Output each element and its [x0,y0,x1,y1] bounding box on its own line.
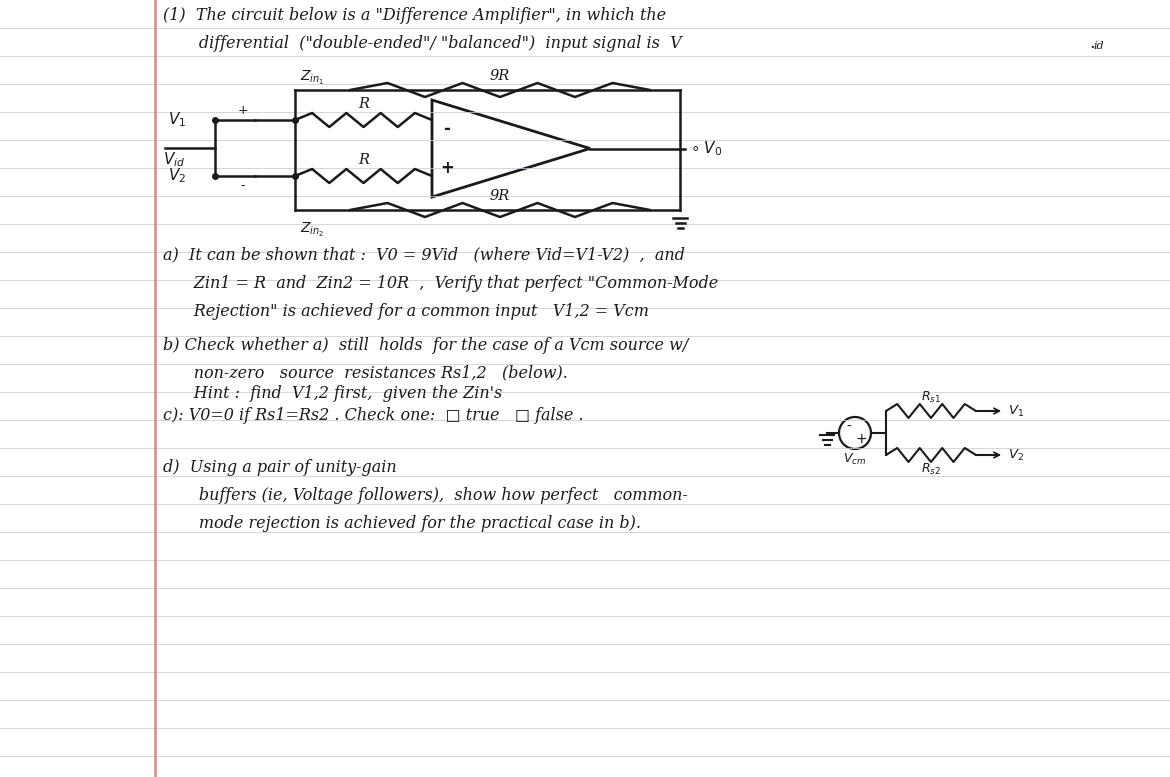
Text: -: - [241,179,246,193]
Text: $\circ\; V_0$: $\circ\; V_0$ [690,139,722,158]
Text: R: R [358,97,369,111]
Text: a)  It can be shown that :  V0 = 9Vid   (where Vid=V1-V2)  ,  and: a) It can be shown that : V0 = 9Vid (whe… [163,246,684,263]
Text: +: + [440,159,454,177]
Text: differential  ("double-ended"/ "balanced")  input signal is  V: differential ("double-ended"/ "balanced"… [163,34,682,51]
Text: id: id [1093,41,1103,51]
Text: non-zero   source  resistances Rs1,2   (below).: non-zero source resistances Rs1,2 (below… [163,364,567,382]
Text: $V_2$: $V_2$ [168,166,186,186]
Text: $Z_{in_1}$: $Z_{in_1}$ [300,69,324,87]
Text: +: + [238,103,248,117]
Text: $R_{s2}$: $R_{s2}$ [921,462,941,476]
Text: Rejection" is achieved for a common input   V1,2 = Vcm: Rejection" is achieved for a common inpu… [163,302,649,319]
Text: (1)  The circuit below is a "Difference Amplifier", in which the: (1) The circuit below is a "Difference A… [163,6,666,23]
Text: Hint :  find  V1,2 first,  given the Zin's: Hint : find V1,2 first, given the Zin's [163,385,502,402]
Text: c): V0=0 if Rs1=Rs2 . Check one:  □ true   □ false .: c): V0=0 if Rs1=Rs2 . Check one: □ true … [163,406,584,423]
Text: R: R [358,153,369,167]
Text: -: - [443,120,450,138]
Text: b) Check whether a)  still  holds  for the case of a Vcm source w/: b) Check whether a) still holds for the … [163,336,688,354]
Text: 9R: 9R [490,69,510,83]
Text: +: + [855,432,867,446]
Text: $V_1$: $V_1$ [168,110,186,129]
Text: mode rejection is achieved for the practical case in b).: mode rejection is achieved for the pract… [163,515,641,532]
Text: .: . [1089,34,1095,52]
Text: $R_{s1}$: $R_{s1}$ [921,389,941,405]
Text: 9R: 9R [490,189,510,203]
Text: -: - [847,420,852,434]
Text: $Z_{in_2}$: $Z_{in_2}$ [300,221,324,239]
Text: $V_{cm}$: $V_{cm}$ [844,451,867,466]
Text: $V_2$: $V_2$ [1009,448,1024,462]
Text: $V_1$: $V_1$ [1009,403,1024,419]
Text: d)  Using a pair of unity-gain: d) Using a pair of unity-gain [163,459,397,476]
Text: buffers (ie, Voltage followers),  show how perfect   common-: buffers (ie, Voltage followers), show ho… [163,487,688,504]
Text: Zin1 = R  and  Zin2 = 10R  ,  Verify that perfect "Common-Mode: Zin1 = R and Zin2 = 10R , Verify that pe… [163,274,718,291]
Text: $V_{id}$: $V_{id}$ [163,151,185,169]
